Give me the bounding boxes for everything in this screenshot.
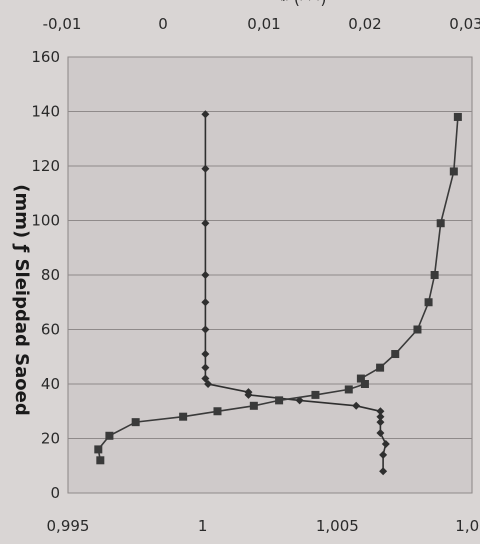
data-point-square bbox=[249, 401, 258, 410]
series-line-2 bbox=[97, 116, 459, 461]
data-point-square bbox=[179, 412, 188, 421]
data-point-square bbox=[94, 445, 103, 454]
x-top-axis-label: ˢ⁽ʲ⁾ (⁾ ⁾ ⁾) bbox=[274, 0, 327, 8]
data-point-diamond bbox=[379, 450, 388, 459]
y-tick-label: 40 bbox=[41, 375, 60, 393]
data-point-diamond bbox=[201, 363, 210, 372]
data-point-square bbox=[356, 374, 365, 383]
y-tick-label: 0 bbox=[50, 484, 60, 502]
data-point-diamond bbox=[379, 467, 388, 476]
data-point-diamond bbox=[201, 271, 210, 279]
x-top-tick-label: -0,01 bbox=[43, 15, 82, 33]
gridlines bbox=[68, 56, 472, 494]
data-point-square bbox=[424, 298, 433, 307]
data-point-diamond bbox=[201, 219, 210, 228]
data-point-square bbox=[344, 385, 353, 394]
data-point-diamond bbox=[376, 407, 385, 416]
x-bottom-axis-ticks: 0,995 1 1,005 1,01 bbox=[47, 517, 480, 535]
data-point-diamond bbox=[381, 439, 390, 448]
y-axis-ticks: 0 20 40 60 80 100 120 140 160 bbox=[31, 48, 60, 502]
data-point-square bbox=[376, 363, 385, 372]
data-point-square bbox=[430, 271, 439, 279]
data-point-diamond bbox=[201, 298, 210, 307]
data-point-square bbox=[131, 418, 140, 427]
x-bottom-tick-label: 1,005 bbox=[316, 517, 359, 535]
data-point-diamond bbox=[204, 380, 213, 388]
data-point-diamond bbox=[244, 390, 253, 399]
data-point-square bbox=[311, 390, 320, 399]
data-point-square bbox=[453, 112, 462, 121]
data-point-diamond bbox=[376, 412, 385, 421]
x-bottom-tick-label: 0,995 bbox=[47, 517, 90, 535]
y-axis-label: (mm) ƒ Sleipdad Saoed bbox=[11, 184, 32, 415]
data-point-diamond bbox=[201, 350, 210, 359]
y-tick-label: 100 bbox=[31, 212, 60, 230]
data-point-square bbox=[105, 431, 114, 440]
data-point-square bbox=[436, 219, 445, 228]
data-point-diamond bbox=[352, 401, 361, 410]
x-top-tick-label: 0 bbox=[158, 15, 168, 33]
y-tick-label: 140 bbox=[31, 103, 60, 121]
y-tick-label: 20 bbox=[41, 430, 60, 448]
data-point-square bbox=[213, 407, 222, 416]
x-bottom-tick-label: 1 bbox=[198, 517, 208, 535]
data-point-diamond bbox=[201, 164, 210, 173]
series-layer bbox=[94, 110, 462, 476]
data-point-square bbox=[391, 350, 400, 359]
data-point-diamond bbox=[201, 110, 210, 119]
data-point-diamond bbox=[376, 429, 385, 438]
y-tick-label: 160 bbox=[31, 48, 60, 66]
x-bottom-tick-label: 1,01 bbox=[455, 517, 480, 535]
x-top-tick-label: 0,03 bbox=[449, 15, 480, 33]
data-point-square bbox=[96, 456, 105, 465]
data-point-square bbox=[413, 325, 422, 334]
y-tick-label: 120 bbox=[31, 157, 60, 175]
x-top-tick-label: 0,01 bbox=[247, 15, 280, 33]
data-point-diamond bbox=[376, 418, 385, 427]
data-point-square bbox=[275, 396, 284, 405]
y-tick-label: 60 bbox=[41, 321, 60, 339]
data-point-diamond bbox=[201, 325, 210, 334]
data-point-square bbox=[360, 380, 369, 388]
data-point-square bbox=[449, 167, 458, 176]
y-tick-label: 80 bbox=[41, 266, 60, 284]
x-top-tick-label: 0,02 bbox=[348, 15, 381, 33]
data-point-diamond bbox=[201, 374, 210, 383]
